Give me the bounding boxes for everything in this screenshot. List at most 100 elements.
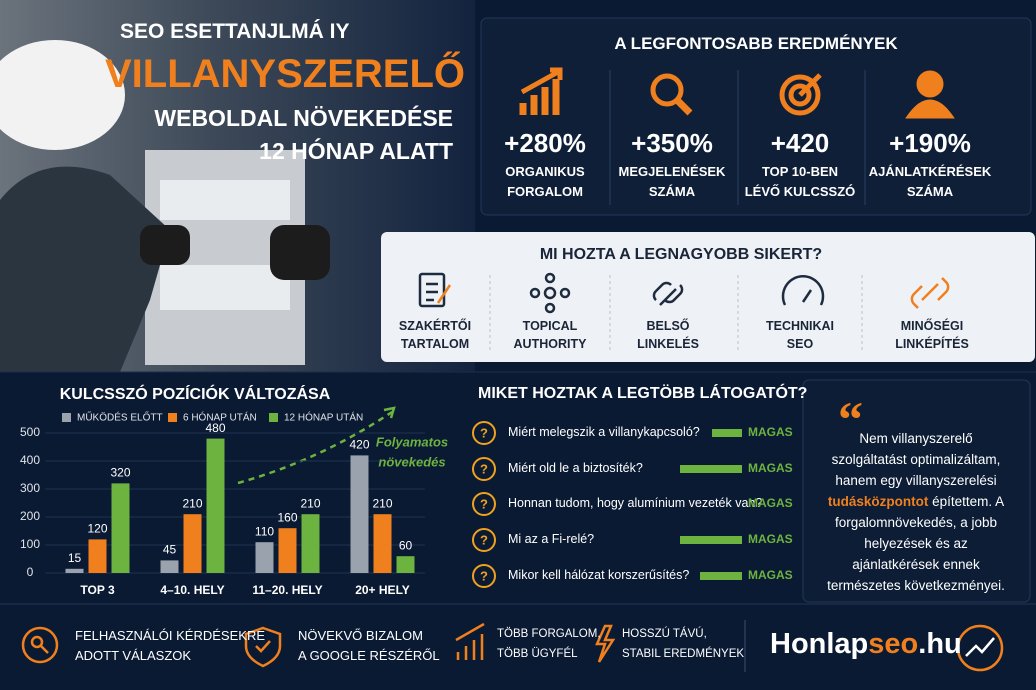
success-icons bbox=[418, 272, 950, 314]
question-level: MAGAS bbox=[748, 568, 793, 582]
results-box bbox=[480, 17, 1032, 216]
success-label: TOPICAL bbox=[522, 319, 578, 333]
logo-part: Honlap bbox=[770, 628, 869, 660]
legend-swatch bbox=[168, 413, 177, 422]
success-box bbox=[381, 232, 1035, 362]
legend-swatch bbox=[62, 413, 71, 422]
growth-arrow-head bbox=[383, 406, 396, 419]
glove bbox=[270, 225, 330, 280]
success-label: TECHNIKAI bbox=[765, 319, 835, 333]
quote-box bbox=[802, 379, 1031, 603]
result-value: +420 bbox=[770, 128, 830, 158]
result-label: TOP 10-BEN bbox=[761, 164, 839, 179]
logo-part: .hu bbox=[918, 628, 962, 660]
question-icon-mark: ? bbox=[480, 568, 488, 583]
footer-text: TÖBB FORGALOM, bbox=[497, 628, 601, 640]
helmet bbox=[0, 40, 125, 150]
bar bbox=[301, 514, 320, 573]
questions-title: MIKET HOZTAK A LEGTÖBB LÁTOGATÓT? bbox=[478, 385, 808, 402]
value-label: 15 bbox=[68, 551, 82, 565]
legend-label: 12 HÓNAP UTÁN bbox=[284, 411, 363, 424]
chart-title: KULCSSZÓ POZÍCIÓK VÁLTOZÁSA bbox=[60, 384, 331, 403]
hero-subtitle: WEBOLDAL NÖVEKEDÉSE bbox=[154, 105, 453, 131]
y-tick-label: 100 bbox=[20, 537, 40, 551]
value-label: 120 bbox=[87, 522, 107, 536]
kicker: SEO ESETTANJLMÁ IY bbox=[120, 20, 350, 43]
bar bbox=[206, 438, 225, 573]
quote-mark: “ bbox=[838, 391, 863, 447]
x-tick-label: 11–20. HELY bbox=[252, 583, 322, 597]
breakers bbox=[160, 265, 290, 310]
value-label: 210 bbox=[372, 496, 392, 510]
success-label: BELSŐ bbox=[646, 319, 690, 333]
footer-text: NÖVEKVŐ BIZALOM bbox=[298, 628, 423, 643]
result-label: MEGJELENÉSEK bbox=[618, 164, 726, 179]
success-title: MI HOZTA A LEGNAGYOBB SIKERT? bbox=[539, 246, 823, 263]
value-label: 45 bbox=[163, 543, 177, 557]
value-label: 420 bbox=[349, 438, 369, 452]
value-label: 110 bbox=[255, 524, 274, 538]
value-label: 160 bbox=[277, 510, 297, 524]
question-icon-mark: ? bbox=[480, 461, 488, 476]
legend-label: 6 HÓNAP UTÁN bbox=[183, 411, 257, 424]
bar bbox=[373, 514, 392, 573]
question-text: Miért melegszik a villanykapcsoló? bbox=[508, 425, 700, 439]
bar bbox=[396, 556, 415, 573]
bar bbox=[160, 560, 179, 573]
legend-swatch bbox=[269, 413, 278, 422]
result-label: SZÁMA bbox=[648, 184, 696, 199]
bar bbox=[111, 483, 130, 573]
glove bbox=[140, 225, 190, 265]
quote-part: építettem. A forgalomnövekedés, a jobb h… bbox=[827, 494, 1005, 593]
y-tick-label: 300 bbox=[20, 481, 40, 495]
dividers bbox=[609, 70, 866, 205]
y-tick-label: 200 bbox=[20, 509, 40, 523]
success-label: TARTALOM bbox=[400, 337, 470, 351]
question-text: Honnan tudom, hogy alumínium vezeték van… bbox=[508, 496, 763, 510]
value-label: 210 bbox=[300, 496, 320, 510]
bar bbox=[278, 528, 297, 573]
result-icons bbox=[519, 67, 955, 119]
footer-text: STABIL EREDMÉNYEK bbox=[622, 648, 745, 660]
success-label: SZAKÉRTŐI bbox=[398, 319, 472, 333]
value-label: 320 bbox=[110, 466, 130, 480]
bar bbox=[350, 455, 369, 573]
success-label: LINKELÉS bbox=[637, 337, 699, 351]
success-label: AUTHORITY bbox=[513, 337, 587, 351]
question-icon-mark: ? bbox=[480, 496, 488, 511]
quote-part: Nem villanyszerelő szolgáltatást optimal… bbox=[831, 431, 1001, 488]
logo: Honlapseo.hu bbox=[770, 628, 962, 661]
y-tick-label: 500 bbox=[20, 425, 40, 439]
footer-text: HOSSZÚ TÁVÚ, bbox=[622, 628, 707, 640]
results-title: A LEGFONTOSABB EREDMÉNYEK bbox=[614, 34, 898, 53]
bar bbox=[65, 568, 84, 573]
level-bars bbox=[680, 429, 742, 580]
success-label: SEO bbox=[786, 337, 814, 351]
footer-text: ADOTT VÁLASZOK bbox=[75, 648, 192, 663]
y-tick-label: 0 bbox=[27, 565, 34, 579]
question-text: Miért old le a biztosíték? bbox=[508, 461, 643, 475]
bar bbox=[88, 539, 107, 573]
dividers bbox=[489, 275, 863, 350]
question-text: Mi az a Fi-relé? bbox=[508, 532, 595, 546]
hero-subtitle: 12 HÓNAP ALATT bbox=[259, 138, 453, 164]
footer-text: FELHASZNÁLÓI KÉRDÉSEKRE bbox=[75, 628, 265, 643]
result-value: +280% bbox=[504, 128, 586, 158]
quote-highlight: tudásközpontot bbox=[827, 494, 929, 509]
question-icon-mark: ? bbox=[480, 532, 488, 547]
question-icon-mark: ? bbox=[480, 425, 488, 440]
value-label: 480 bbox=[205, 421, 225, 435]
footer-text: TÖBB ÜGYFÉL bbox=[497, 648, 578, 660]
result-label: AJÁNLATKÉRÉSEK bbox=[868, 164, 992, 179]
worker bbox=[0, 166, 170, 372]
annotation: Folyamatos bbox=[376, 434, 448, 449]
question-level: MAGAS bbox=[748, 461, 793, 475]
value-label: 60 bbox=[399, 538, 413, 552]
question-level: MAGAS bbox=[748, 496, 793, 510]
hero-title: VILLANYSZERELŐ bbox=[105, 52, 466, 96]
result-label: SZÁMA bbox=[906, 184, 954, 199]
success-label: MINŐSÉGI bbox=[900, 319, 964, 333]
result-label: LÉVŐ KULCSSZÓ bbox=[744, 184, 856, 199]
